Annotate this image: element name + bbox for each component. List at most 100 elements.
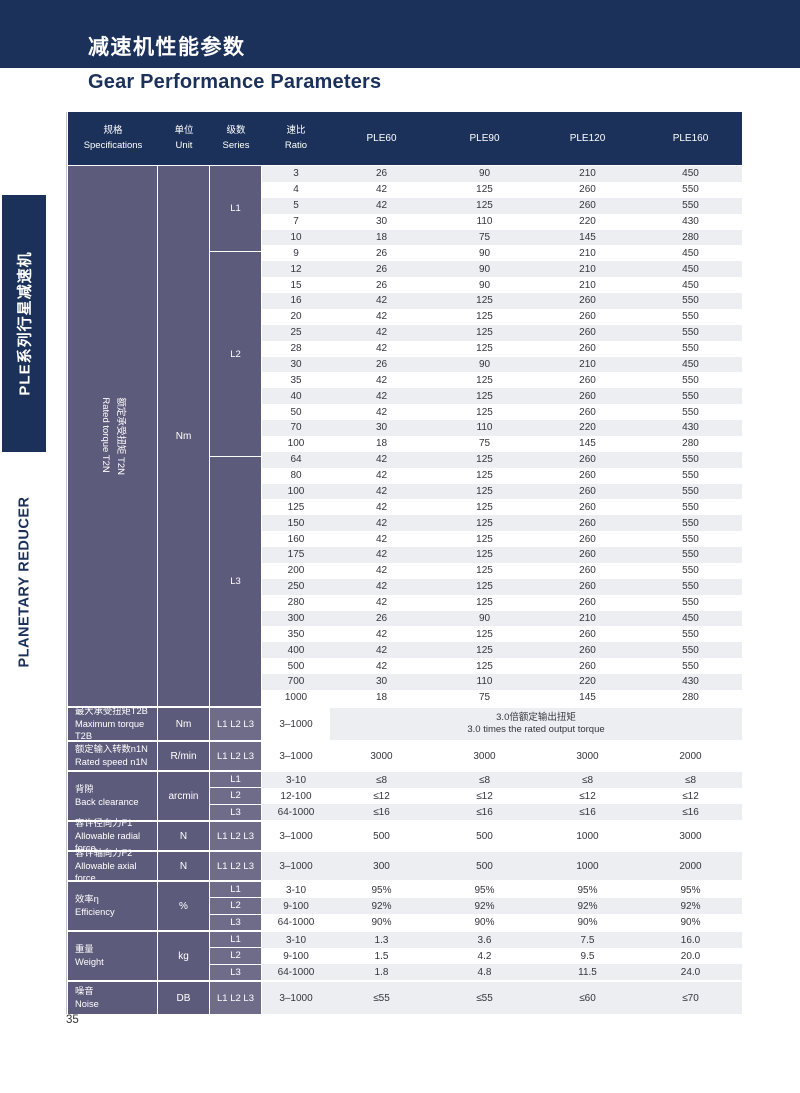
table-row: 300 26 90 210 450 — [262, 610, 742, 627]
value-cell: 1.5 — [374, 950, 389, 962]
value-cell: 26 — [375, 279, 388, 291]
ratio-cell: 1000 — [284, 692, 308, 704]
section-label-en: Rated speed n1N — [75, 757, 148, 767]
value-cell: 260 — [579, 311, 596, 323]
value-cell: 145 — [579, 231, 596, 243]
table-row: 150 42 125 260 550 — [262, 515, 742, 532]
perf-table-header: 规格 Specifications 单位 Unit 级数 Series 速比 R… — [68, 112, 742, 165]
page-title-en: Gear Performance Parameters — [88, 71, 382, 93]
ratio-cell: 3–1000 — [279, 992, 313, 1004]
value-cell: 18 — [375, 438, 388, 450]
value-cell: 550 — [682, 501, 699, 513]
value-cell: ≤55 — [476, 992, 493, 1004]
ratio-cell: 16 — [290, 295, 302, 307]
section-row: 3–1000 300 500 1000 2000 — [262, 852, 742, 880]
value-cell: 30 — [375, 216, 388, 228]
value-cell: 550 — [682, 454, 699, 466]
value-cell: 280 — [682, 692, 699, 704]
table-row: 100 18 75 145 280 — [262, 435, 742, 452]
value-cell: 450 — [682, 263, 699, 275]
value-cell: 125 — [476, 660, 493, 672]
ratio-cell: 300 — [287, 612, 305, 624]
value-cell: 42 — [375, 184, 388, 196]
value-cell: ≤12 — [373, 790, 390, 802]
value-cell: ≤8 — [375, 774, 388, 786]
page-title-cn: 减速机性能参数 — [88, 36, 246, 59]
value-cell: 125 — [476, 374, 493, 386]
value-cell: ≤12 — [682, 790, 699, 802]
value-cell: 220 — [579, 676, 596, 688]
series-block-label: L1 — [230, 203, 241, 215]
value-cell: 42 — [375, 295, 388, 307]
table-row: 9 26 90 210 450 — [262, 245, 742, 262]
section-rows: 3-10 1.3 3.6 7.5 16.0 9-100 1.5 4.2 9.5 20.0 64-10… — [262, 932, 742, 980]
section: 额定输入转数n1N Rated speed n1N R/min L1 L2 L3 3–1… — [68, 742, 742, 770]
header-cell-model-ple120: PLE120 — [569, 132, 606, 144]
value-cell: 145 — [579, 692, 596, 704]
sidebar-series-label: PLE系列行星减速机 — [16, 251, 34, 396]
ratio-cell: 400 — [287, 644, 305, 656]
value-cell: 42 — [375, 565, 388, 577]
section-label-cn: 容许轴向力F2 — [75, 848, 133, 859]
value-cell: 42 — [375, 454, 388, 466]
rated-torque-label-cn: 额定承受扭矩 T2N — [114, 397, 126, 475]
value-cell: 90 — [478, 263, 491, 275]
section-label: 最大承受扭矩T2B Maximum torque T2B — [68, 706, 157, 741]
series-block: L3 — [210, 456, 261, 706]
value-cell: 260 — [579, 200, 596, 212]
value-cell: ≤8 — [478, 774, 491, 786]
section: 背隙 Back clearance arcmin L1 L2 L3 3-10 ≤8 ≤8 ≤8 ≤8… — [68, 772, 742, 820]
ratio-cell: 350 — [287, 628, 305, 640]
value-cell: 550 — [682, 533, 699, 545]
value-cell: 90% — [577, 916, 598, 928]
ratio-cell: 12-100 — [280, 790, 312, 802]
section-series-col: L1 L2 L3 — [210, 742, 261, 770]
merged-note-cell: 3.0倍额定输出扭矩 3.0 times the rated output tor… — [330, 708, 742, 740]
series-cell: L1 L2 L3 — [210, 708, 261, 740]
value-cell: 24.0 — [680, 966, 701, 978]
table-row: 280 42 125 260 550 — [262, 594, 742, 611]
value-cell: 95% — [577, 884, 598, 896]
merged-note-cn: 3.0倍额定输出扭矩 — [496, 711, 576, 723]
value-cell: 90 — [478, 247, 491, 259]
table-row: 500 42 125 260 550 — [262, 658, 742, 674]
value-cell: 260 — [579, 597, 596, 609]
section-label-en: Noise — [75, 999, 99, 1009]
value-cell: 75 — [478, 438, 491, 450]
value-cell: 260 — [579, 533, 596, 545]
ratio-cell: 25 — [290, 327, 302, 339]
value-cell: 550 — [682, 295, 699, 307]
value-cell: 430 — [682, 422, 699, 434]
sidebar-series-block: PLE系列行星减速机 — [2, 195, 46, 452]
section-series-col: L1 L2 L3 — [210, 822, 261, 850]
value-cell: ≤16 — [373, 806, 390, 818]
table-row: 7 30 110 220 430 — [262, 213, 742, 230]
ratio-cell: 9 — [293, 247, 299, 259]
value-cell: 42 — [375, 327, 388, 339]
value-cell: 260 — [579, 295, 596, 307]
ratio-cell: 5 — [293, 200, 299, 212]
series-cell: L3 — [210, 964, 261, 980]
value-cell: 30 — [375, 422, 388, 434]
section-label: 重量 Weight — [68, 932, 157, 980]
series-block-label: L3 — [230, 576, 241, 588]
section-label-cn: 额定输入转数n1N — [75, 744, 148, 755]
ratio-cell: 100 — [287, 485, 305, 497]
rated-torque-unit-cell: Nm — [158, 166, 209, 706]
ratio-cell: 40 — [290, 390, 302, 402]
table-row: 10 18 75 145 280 — [262, 229, 742, 246]
value-cell: 90 — [478, 279, 491, 291]
ratio-cell: 30 — [290, 358, 302, 370]
ratio-cell: 175 — [287, 549, 305, 561]
value-cell: 90 — [478, 612, 491, 624]
ratio-cell: 3–1000 — [279, 718, 313, 730]
value-cell: 550 — [682, 184, 699, 196]
value-cell: ≤8 — [684, 774, 697, 786]
section-unit-cell: kg — [158, 932, 209, 980]
value-cell: 26 — [375, 358, 388, 370]
value-cell: 90% — [680, 916, 701, 928]
series-cell: L1 L2 L3 — [210, 822, 261, 850]
value-cell: ≤55 — [373, 992, 390, 1004]
value-cell: 92% — [577, 900, 598, 912]
